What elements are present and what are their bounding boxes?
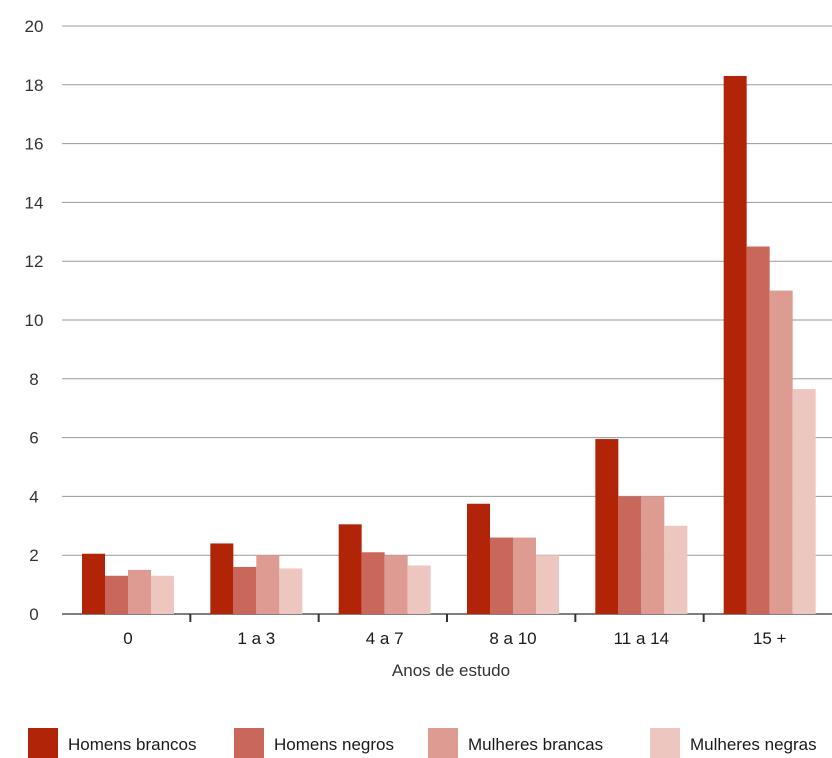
legend-label: Homens negros (274, 735, 395, 754)
bar (490, 537, 513, 614)
x-axis-title: Anos de estudo (392, 661, 510, 680)
bar (595, 439, 619, 614)
legend-label: Mulheres brancas (468, 735, 604, 754)
y-tick-label: 4 (29, 487, 38, 506)
bar (769, 290, 793, 614)
bar (664, 525, 688, 614)
y-tick-label: 8 (29, 370, 38, 389)
bar (338, 524, 362, 614)
legend-label: Homens brancos (68, 735, 197, 754)
legend-swatch (234, 728, 264, 758)
y-tick-label: 10 (25, 311, 44, 330)
x-axis-ticks: 0 1 a 3 4 a 7 8 a 10 11 a 14 15 + (123, 614, 787, 648)
x-tick-label: 4 a 7 (366, 629, 404, 648)
bars (82, 75, 816, 615)
y-tick-label: 6 (29, 429, 38, 448)
y-tick-label: 14 (25, 193, 44, 212)
bar-chart: 0 2 4 6 8 10 12 14 16 18 20 0 1 a 3 4 a 7 8 a 10 11 a … (25, 17, 832, 680)
y-tick-label: 2 (29, 546, 38, 565)
x-tick-label: 1 a 3 (237, 629, 275, 648)
bar (618, 496, 642, 614)
x-tick-label: 11 a 14 (614, 629, 669, 648)
y-tick-label: 18 (25, 76, 44, 95)
bar (82, 553, 105, 614)
x-tick-label: 0 (123, 629, 132, 648)
bar (723, 75, 747, 615)
bar (792, 389, 816, 614)
bar (210, 543, 234, 614)
bar (641, 496, 665, 614)
legend-swatch (428, 728, 458, 758)
legend-swatch (650, 728, 680, 758)
bar (151, 575, 174, 614)
bar (256, 555, 280, 614)
y-tick-label: 20 (25, 17, 44, 36)
bar (384, 555, 408, 614)
y-axis-tick-labels: 0 2 4 6 8 10 12 14 16 18 20 (25, 17, 44, 624)
x-tick-label: 15 + (753, 629, 787, 648)
bar (467, 503, 490, 614)
y-tick-label: 0 (29, 605, 38, 624)
bar (233, 566, 257, 614)
legend-swatch (28, 728, 58, 758)
bar (746, 246, 770, 614)
bar (361, 552, 385, 614)
x-tick-label: 8 a 10 (489, 629, 536, 648)
bar (128, 569, 151, 614)
bar (407, 565, 431, 614)
bar (536, 555, 559, 614)
legend: Homens brancos Homens negros Mulheres bran… (0, 726, 832, 758)
bar (105, 575, 128, 614)
y-tick-label: 16 (25, 135, 44, 154)
y-tick-label: 12 (25, 252, 44, 271)
bar (513, 537, 536, 614)
legend-label: Mulheres negras (690, 735, 817, 754)
gridlines (62, 25, 832, 615)
bar (279, 568, 303, 614)
